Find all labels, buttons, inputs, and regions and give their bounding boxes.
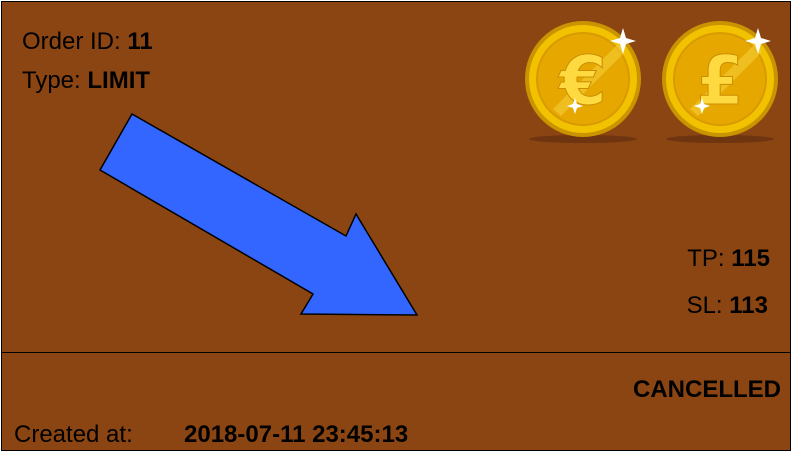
- arrow-down-right-icon: [98, 112, 419, 316]
- take-profit-label: TP:: [687, 245, 732, 272]
- created-at-value: 2018-07-11 23:45:13: [184, 421, 409, 448]
- created-at-label: Created at:: [14, 421, 133, 448]
- card-divider: [2, 352, 790, 353]
- order-id-label: Order ID:: [22, 28, 128, 55]
- euro-coin-icon: €: [525, 21, 641, 143]
- order-type-value: LIMIT: [87, 67, 151, 94]
- svg-text:€: €: [557, 42, 606, 121]
- take-profit-value: 115: [731, 245, 770, 272]
- order-type: Type: LIMIT: [22, 67, 150, 95]
- stop-loss: SL: 113: [687, 292, 768, 320]
- order-id-value: 11: [127, 28, 153, 55]
- stop-loss-value: 113: [729, 292, 768, 319]
- stop-loss-label: SL:: [686, 292, 730, 319]
- take-profit: TP: 115: [687, 245, 770, 273]
- order-type-label: Type:: [22, 67, 88, 94]
- order-id: Order ID: 11: [22, 28, 153, 56]
- pound-coin-icon: £: [662, 21, 778, 143]
- order-status: CANCELLED: [633, 376, 781, 403]
